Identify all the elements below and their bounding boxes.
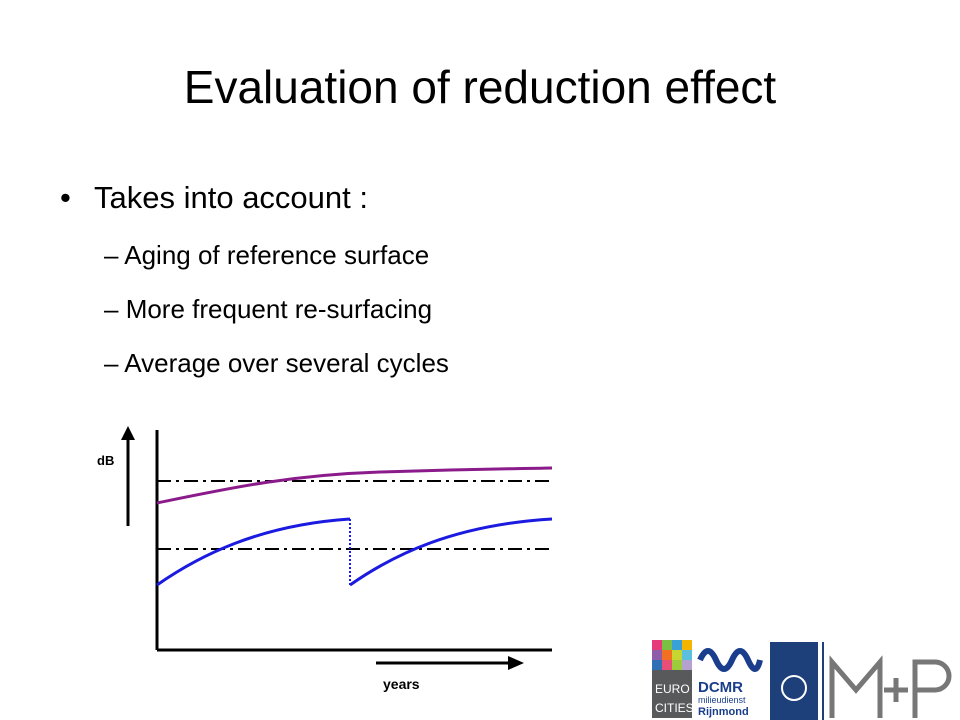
tile [682, 660, 692, 670]
dcmr-logo: DCMR milieudienst Rijnmond [697, 648, 763, 718]
curve [156, 466, 553, 505]
tile [662, 660, 672, 670]
logo-text: DCMR [698, 679, 743, 696]
x-label: years [383, 676, 420, 692]
mp-logo [829, 655, 952, 718]
logo-m [829, 655, 883, 718]
logo-box [652, 670, 692, 718]
tile [662, 640, 672, 650]
logo-text: Rijnmond [698, 706, 749, 718]
tile [672, 650, 682, 660]
sub-bullet-text: Aging of reference surface [124, 240, 430, 270]
tile [682, 650, 692, 660]
slide-title: Evaluation of reduction effect [183, 61, 777, 113]
bullet-dot: • [60, 180, 71, 215]
tile [682, 640, 692, 650]
bullet-text: Takes into account : [94, 180, 368, 215]
sub-bullet: – Aging of reference surface [104, 240, 430, 270]
logo-wave [697, 648, 763, 672]
curve [349, 517, 553, 587]
sub-bullet-text: Average over several cycles [124, 348, 449, 378]
tile [652, 650, 662, 660]
divider [822, 642, 824, 720]
logo-text: milieudienst [698, 695, 746, 705]
tile [672, 640, 682, 650]
sub-bullet: – Average over several cycles [104, 348, 449, 378]
tile [652, 660, 662, 670]
tile [652, 640, 662, 650]
sub-bullet-text: More frequent re-surfacing [125, 294, 433, 324]
government-logo [770, 642, 824, 720]
arrowhead [121, 426, 135, 440]
eurocities-logo: EURO CITIES [652, 640, 694, 718]
logo-text: CITIES [655, 701, 694, 715]
tile [672, 660, 682, 670]
y-label: dB [97, 453, 114, 468]
logo-p [912, 659, 952, 718]
logo-text: EURO [655, 682, 690, 696]
sub-bullet: – More frequent re-surfacing [104, 294, 433, 324]
tile [662, 650, 672, 660]
arrowhead [508, 656, 524, 670]
logo-plus [884, 678, 908, 702]
logo-box [770, 642, 818, 720]
curve [156, 517, 351, 587]
coat-of-arms [781, 675, 807, 701]
